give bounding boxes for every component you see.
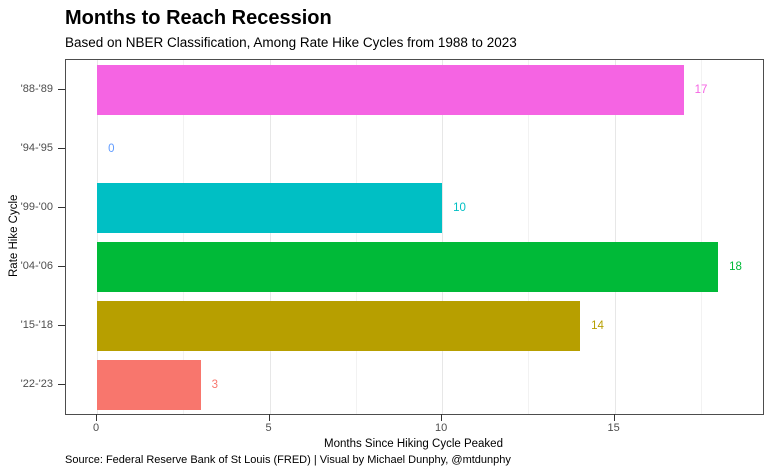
- x-tick-label: 0: [93, 422, 100, 434]
- gridline-minor: [700, 60, 702, 414]
- y-tick-label: '94-'95: [20, 141, 53, 154]
- x-tick-label: 15: [607, 422, 620, 434]
- y-tick-mark: [58, 207, 65, 208]
- gridline-major: [269, 60, 271, 414]
- chart-caption: Source: Federal Reserve Bank of St Louis…: [65, 454, 511, 466]
- y-tick-label: '22-'23: [20, 377, 53, 390]
- chart-title: Months to Reach Recession: [65, 7, 332, 29]
- x-tick-label: 5: [265, 422, 272, 434]
- bar: [97, 359, 201, 410]
- y-tick-mark: [58, 325, 65, 326]
- y-tick-mark: [58, 384, 65, 385]
- x-tick-label: 10: [434, 422, 448, 434]
- x-tick-mark: [268, 414, 270, 421]
- bar-value-label: 18: [729, 260, 742, 273]
- gridline-minor: [528, 60, 530, 414]
- y-tick-mark: [58, 266, 65, 267]
- x-tick-mark: [96, 414, 98, 421]
- y-tick-label: '04-'06: [20, 259, 53, 272]
- gridline-major: [97, 60, 99, 414]
- gridline-major: [614, 60, 616, 414]
- chart-panel: 17 0 10 18 14 3: [65, 59, 764, 415]
- y-tick-mark: [58, 89, 65, 90]
- y-tick-label: '99-'00: [20, 200, 53, 213]
- gridline-minor: [183, 60, 185, 414]
- x-tick-mark: [613, 414, 615, 421]
- y-axis-title: Rate Hike Cycle: [8, 194, 20, 278]
- y-tick-label: '88-'89: [20, 82, 53, 95]
- bar: [97, 300, 581, 351]
- bar: [97, 241, 719, 292]
- bar-value-label: 3: [211, 378, 218, 391]
- gridline-major: [442, 60, 444, 414]
- y-tick-label: '15-'18: [20, 318, 53, 331]
- y-tick-mark: [58, 148, 65, 149]
- bar-value-label: 17: [694, 83, 708, 96]
- bar-value-label: 0: [108, 142, 115, 155]
- x-axis-title: Months Since Hiking Cycle Peaked: [324, 438, 503, 450]
- x-tick-mark: [441, 414, 443, 421]
- bar: [97, 64, 684, 115]
- bar-value-label: 10: [453, 201, 466, 214]
- bar-value-label: 14: [591, 319, 604, 332]
- bar: [97, 182, 443, 233]
- chart-subtitle: Based on NBER Classification, Among Rate…: [65, 35, 517, 50]
- gridline-minor: [355, 60, 357, 414]
